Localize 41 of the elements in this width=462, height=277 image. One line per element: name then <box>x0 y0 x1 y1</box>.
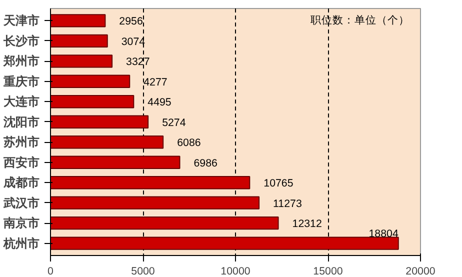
y-tick-label: 沈阳市 <box>2 114 40 129</box>
y-tick-label: 天津市 <box>2 14 40 28</box>
bar <box>50 176 250 190</box>
y-tick-label: 南京市 <box>2 216 40 230</box>
y-tick-label: 苏州市 <box>2 135 40 150</box>
y-tick-label: 长沙市 <box>2 34 40 48</box>
data-label: 2956 <box>119 16 143 28</box>
bar <box>50 196 260 210</box>
x-tick-label: 20000 <box>406 266 436 277</box>
y-tick-label: 郑州市 <box>2 54 40 68</box>
data-label: 4277 <box>144 76 168 88</box>
bar <box>50 136 164 149</box>
data-label: 18804 <box>368 228 398 240</box>
data-label: 3327 <box>126 56 150 68</box>
bar <box>50 236 399 250</box>
data-label: 5274 <box>162 116 186 129</box>
y-tick-label: 成都市 <box>2 176 40 190</box>
bar <box>50 14 106 28</box>
y-tick-label: 重庆市 <box>2 74 40 88</box>
x-tick-label: 0 <box>48 266 54 277</box>
data-label: 11273 <box>273 198 302 210</box>
bar <box>50 34 108 48</box>
x-tick-label: 5000 <box>131 266 155 277</box>
bar <box>50 74 130 88</box>
y-tick-label: 西安市 <box>2 155 40 170</box>
x-tick-label: 10000 <box>220 266 250 277</box>
y-tick-label: 大连市 <box>4 94 40 109</box>
data-label: 10765 <box>264 178 294 190</box>
y-tick-label: 武汉市 <box>2 196 40 210</box>
data-label: 6086 <box>177 137 201 150</box>
bar <box>50 115 149 128</box>
y-tick-label: 杭州市 <box>2 236 40 250</box>
x-tick-label: 15000 <box>313 266 343 277</box>
data-label: 12312 <box>292 218 322 230</box>
data-label: 6986 <box>194 157 218 170</box>
data-label: 3074 <box>121 36 146 48</box>
bar <box>50 54 113 68</box>
bar <box>50 95 134 108</box>
bar <box>50 216 279 230</box>
data-label: 4495 <box>148 96 172 109</box>
bar <box>50 156 180 169</box>
